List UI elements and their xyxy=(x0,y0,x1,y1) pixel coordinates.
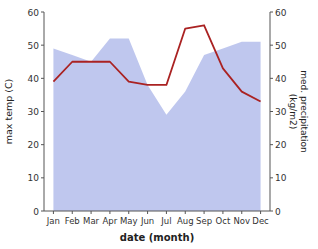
x-tick-label: May xyxy=(120,216,138,226)
x-tick xyxy=(128,211,129,214)
temperature-line xyxy=(53,25,260,101)
chart: Jan FebMarAprMayJun Jul AugSep OctNovDec 0 10 2… xyxy=(0,0,318,249)
y2-tick xyxy=(270,177,273,178)
plot-area xyxy=(53,25,260,211)
y-tick-label: 50 xyxy=(28,41,40,51)
y2-tick-label: 20 xyxy=(275,140,287,150)
x-tick-label: Apr xyxy=(103,216,118,226)
y2-tick-label: 10 xyxy=(275,173,287,183)
y-tick xyxy=(41,111,44,112)
y2-tick xyxy=(270,111,273,112)
y2-tick xyxy=(270,12,273,13)
y-tick-label: 10 xyxy=(28,173,40,183)
y-tick xyxy=(41,177,44,178)
y2-axis-label: med. precipitation(kg/m2) xyxy=(288,70,309,152)
x-tick xyxy=(222,211,223,214)
x-tick xyxy=(147,211,148,214)
x-tick xyxy=(53,211,54,214)
y2-tick-label: 60 xyxy=(275,8,287,18)
y2-tick xyxy=(270,78,273,79)
y-tick xyxy=(41,78,44,79)
x-tick xyxy=(166,211,167,214)
background xyxy=(0,0,318,249)
y-tick-label: 20 xyxy=(28,140,40,150)
x-tick xyxy=(91,211,92,214)
x-axis-label: date (month) xyxy=(120,232,194,243)
y2-tick-label: 40 xyxy=(275,74,287,84)
y-tick xyxy=(41,45,44,46)
x-tick-label: Aug xyxy=(177,216,194,226)
y2-tick xyxy=(270,211,273,212)
y-tick-label: 30 xyxy=(28,107,40,117)
y-axis-label: max temp (C) xyxy=(3,79,14,145)
x-tick xyxy=(241,211,242,214)
x-tick-label: Jan xyxy=(46,216,60,226)
x-tick xyxy=(204,211,205,214)
x-tick-label: Mar xyxy=(83,216,100,226)
precipitation-area xyxy=(53,39,260,211)
x-tick-label: Nov xyxy=(233,216,250,226)
y2-tick-label: 0 xyxy=(275,207,281,217)
x-tick-label: Sep xyxy=(196,216,212,226)
y2-tick-label: 30 xyxy=(275,107,287,117)
y2-tick-label: 50 xyxy=(275,41,287,51)
y-tick-label: 60 xyxy=(28,8,40,18)
y-tick-label: 40 xyxy=(28,74,40,84)
x-tick xyxy=(109,211,110,214)
y2-tick xyxy=(270,45,273,46)
y2-tick xyxy=(270,144,273,145)
x-tick-label: Oct xyxy=(216,216,231,226)
y-tick-label: 0 xyxy=(33,207,39,217)
y2-axis-label-line: (kg/m2) xyxy=(288,94,298,129)
y-tick xyxy=(41,144,44,145)
x-tick-label: Jul xyxy=(160,216,171,226)
x-tick xyxy=(260,211,261,214)
x-tick xyxy=(185,211,186,214)
x-tick-label: Dec xyxy=(252,216,269,226)
x-axis-line xyxy=(44,211,270,212)
x-tick xyxy=(72,211,73,214)
y-tick xyxy=(41,12,44,13)
x-tick-label: Jun xyxy=(140,216,154,226)
x-tick-label: Feb xyxy=(65,216,80,226)
y-tick xyxy=(41,211,44,212)
y2-axis-label-line: med. precipitation xyxy=(299,70,309,152)
